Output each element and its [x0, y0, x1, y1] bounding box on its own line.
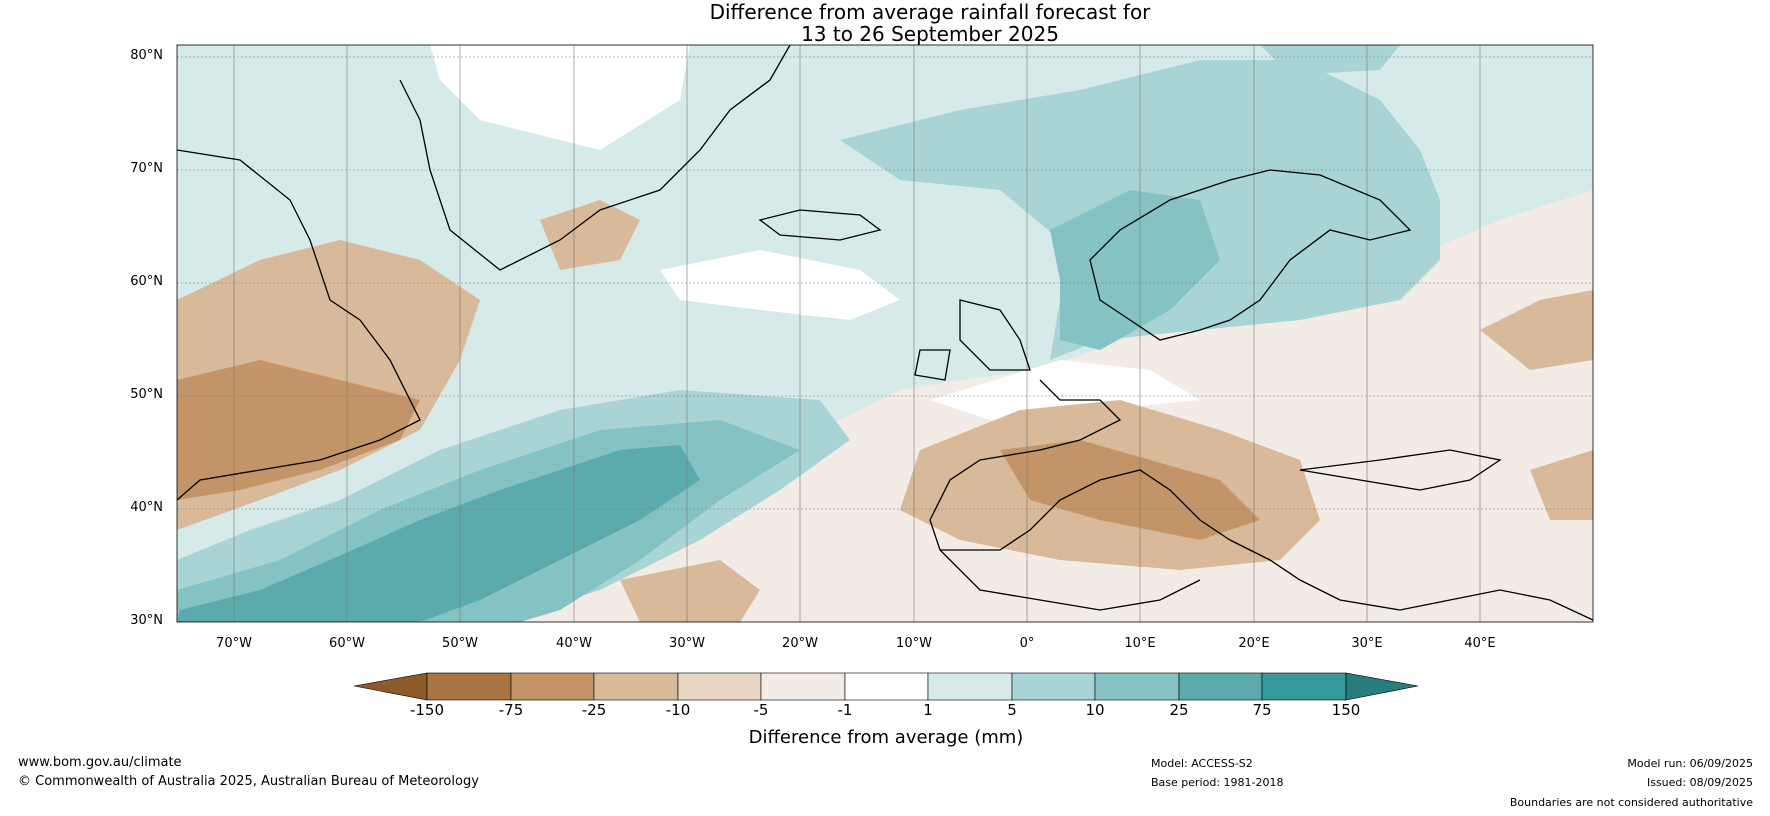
colorbar-bin [1261, 672, 1347, 701]
colorbar-bin [760, 672, 846, 701]
website-link[interactable]: www.bom.gov.au/climate [18, 755, 182, 770]
copyright-text: © Commonwealth of Australia 2025, Austra… [18, 774, 479, 789]
colorbar-tick: 5 [1007, 701, 1017, 719]
lat-label: 40°N [130, 500, 163, 515]
colorbar-label: Difference from average (mm) [748, 727, 1024, 748]
map-frame [176, 44, 1594, 623]
colorbar-bin [510, 672, 595, 701]
disclaimer-text: Boundaries are not considered authoritat… [1509, 796, 1753, 809]
lat-label: 50°N [130, 387, 163, 402]
colorbar-extend-low [353, 672, 428, 701]
lon-label: 40°E [1464, 636, 1496, 651]
colorbar-bin [677, 672, 762, 701]
colorbar-bin [1178, 672, 1263, 701]
colorbar-tick: -25 [581, 701, 607, 719]
lon-label: 10°W [896, 636, 932, 651]
colorbar-bin [426, 672, 512, 701]
colorbar-bin [844, 672, 929, 701]
lat-label: 30°N [130, 613, 163, 628]
colorbar-bin [593, 672, 679, 701]
colorbar-extend-high [1345, 672, 1419, 701]
colorbar-tick: 75 [1252, 701, 1272, 719]
lon-label: 40°W [556, 636, 592, 651]
lon-label: 20°E [1238, 636, 1270, 651]
lon-label: 30°E [1351, 636, 1383, 651]
map-subtitle: 13 to 26 September 2025 [801, 22, 1059, 46]
lat-label: 60°N [130, 274, 163, 289]
colorbar-bin [927, 672, 1013, 701]
colorbar-bin [1094, 672, 1180, 701]
model-run-text: Model run: 06/09/2025 [1627, 757, 1753, 770]
colorbar-tick: 10 [1085, 701, 1105, 719]
colorbar-tick: 25 [1169, 701, 1189, 719]
base-period-text: Base period: 1981-2018 [1151, 776, 1284, 789]
colorbar-tick: 150 [1331, 701, 1361, 719]
colorbar-tick: 1 [923, 701, 933, 719]
rainfall-anomaly-field [177, 45, 1593, 622]
colorbar-tick: -5 [753, 701, 769, 719]
coastlines [177, 45, 1593, 621]
colorbar-bin [1011, 672, 1096, 701]
map-title: Difference from average rainfall forecas… [709, 0, 1151, 24]
lon-label: 20°W [782, 636, 818, 651]
colorbar-tick: -10 [665, 701, 691, 719]
lon-label: 0° [1019, 636, 1035, 651]
lon-label: 10°E [1124, 636, 1156, 651]
lat-label: 80°N [130, 48, 163, 63]
model-text: Model: ACCESS-S2 [1151, 757, 1253, 770]
issued-text: Issued: 08/09/2025 [1646, 776, 1753, 789]
lat-label: 70°N [130, 161, 163, 176]
lon-label: 60°W [329, 636, 365, 651]
lon-label: 30°W [669, 636, 705, 651]
lon-label: 50°W [442, 636, 478, 651]
lon-label: 70°W [216, 636, 252, 651]
graticule [177, 45, 1593, 622]
colorbar [353, 672, 1419, 701]
colorbar-tick: -75 [498, 701, 524, 719]
colorbar-tick: -1 [837, 701, 853, 719]
colorbar-tick: -150 [409, 701, 445, 719]
